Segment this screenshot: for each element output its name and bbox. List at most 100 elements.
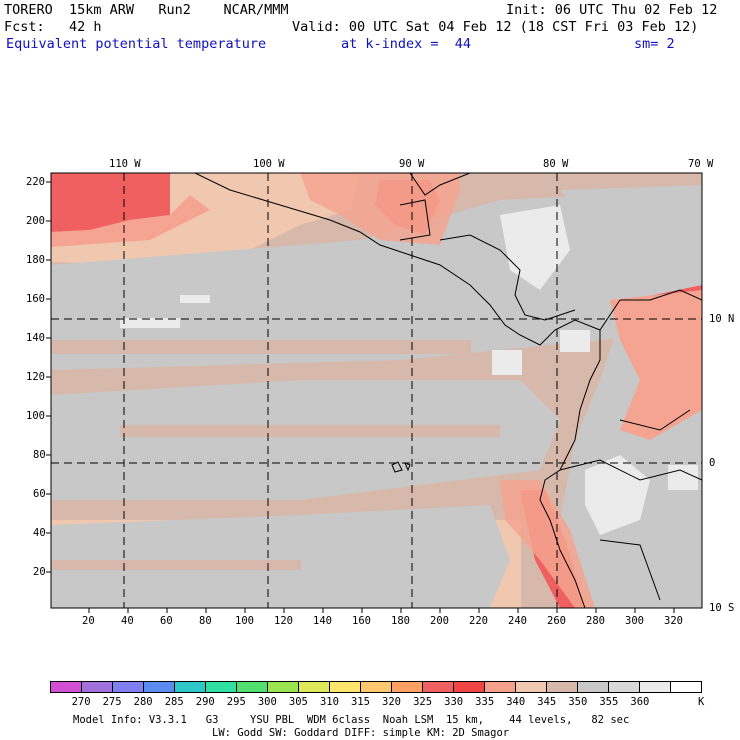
shade-345-stripe2 <box>120 425 500 437</box>
y-tick-marks <box>46 181 51 573</box>
y-tick-label: 100 <box>26 410 45 422</box>
colorbar-swatch <box>361 682 392 692</box>
shade-355-centralam <box>500 205 570 290</box>
colorbar-swatch <box>423 682 454 692</box>
lat-label-0: 0 <box>709 457 716 469</box>
colorbar-swatch <box>330 682 361 692</box>
colorbar-label: 330 <box>444 696 464 708</box>
x-tick-label: 280 <box>586 615 605 627</box>
init-time: Init: 06 UTC Thu 02 Feb 12 <box>506 2 718 18</box>
coast-caribbean <box>439 234 576 321</box>
shade-355-amazon <box>585 455 650 535</box>
x-tick-label: 260 <box>547 615 566 627</box>
shade-355-spot3 <box>492 350 522 375</box>
shade-320-peru <box>500 480 595 608</box>
colorbar-swatch <box>609 682 640 692</box>
colorbar-label: 275 <box>102 696 122 708</box>
colorbar-unit: K <box>698 696 705 708</box>
shade-345-stripe3 <box>51 560 301 570</box>
colorbar-swatch <box>516 682 547 692</box>
x-tick-label: 40 <box>121 615 134 627</box>
colorbar-swatch <box>547 682 578 692</box>
x-tick-label: 320 <box>664 615 683 627</box>
y-tick-label: 180 <box>26 254 45 266</box>
coast-mexico <box>194 173 621 346</box>
shade-350-band3 <box>51 505 510 608</box>
lat-label-10n: 10 N <box>709 313 735 325</box>
x-tick-marks <box>88 608 675 613</box>
colorbar-label: 295 <box>226 696 246 708</box>
x-tick-label: 20 <box>82 615 95 627</box>
colorbar-label: 355 <box>599 696 619 708</box>
border-sa3 <box>599 539 661 601</box>
x-tick-label: 200 <box>430 615 449 627</box>
y-tick-label: 80 <box>33 449 46 461</box>
shade-355-spot1 <box>180 295 210 303</box>
colorbar-swatch <box>237 682 268 692</box>
colorbar-label: 290 <box>195 696 215 708</box>
colorbar-label: 320 <box>382 696 401 708</box>
colorbar-label: 325 <box>413 696 433 708</box>
colorbar-label: 305 <box>288 696 308 708</box>
shade-330-nw <box>51 173 170 232</box>
lon-label-100w: 100 W <box>253 158 285 170</box>
forecast-hour: Fcst: 42 h <box>4 19 102 35</box>
colorbar-label: 350 <box>568 696 588 708</box>
colorbar-label: 360 <box>630 696 650 708</box>
shade-320-ecoast <box>610 290 702 440</box>
y-tick-label: 160 <box>26 293 45 305</box>
y-tick-label: 200 <box>26 215 45 227</box>
colorbar-swatch <box>144 682 175 692</box>
shade-320-mexico <box>300 173 460 245</box>
lon-label-80w: 80 W <box>543 158 569 170</box>
colorbar-swatch <box>578 682 609 692</box>
y-tick-label: 120 <box>26 371 45 383</box>
colorbar-swatch <box>392 682 423 692</box>
level-index: at k-index = 44 <box>341 36 472 52</box>
colorbar <box>50 681 702 693</box>
y-tick-label: 60 <box>33 488 46 500</box>
colorbar-swatch <box>51 682 82 692</box>
colorbar-swatch <box>485 682 516 692</box>
x-tick-label: 180 <box>391 615 410 627</box>
y-tick-label: 40 <box>33 527 46 539</box>
coast-colombia <box>539 330 601 608</box>
x-tick-label: 140 <box>313 615 332 627</box>
shade-355-spot5 <box>668 465 698 490</box>
model-info-line1: Model Info: V3.3.1 G3 YSU PBL WDM 6class… <box>73 714 630 726</box>
colorbar-swatch <box>268 682 299 692</box>
colorbar-swatch <box>640 682 671 692</box>
colorbar-label: 335 <box>475 696 495 708</box>
colorbar-label: 300 <box>257 696 277 708</box>
x-tick-label: 100 <box>235 615 254 627</box>
colorbar-label: 270 <box>71 696 91 708</box>
coast-yucatan <box>409 173 471 196</box>
colorbar-swatch <box>454 682 485 692</box>
colorbar-swatch <box>82 682 113 692</box>
x-tick-label: 160 <box>352 615 371 627</box>
border-sa2 <box>619 409 691 431</box>
valid-time: Valid: 00 UTC Sat 04 Feb 12 (18 CST Fri … <box>292 19 699 35</box>
lon-label-110w: 110 W <box>109 158 141 170</box>
lon-label-70w: 70 W <box>688 158 714 170</box>
colorbar-swatch <box>299 682 330 692</box>
smoothing: sm= 2 <box>634 36 675 52</box>
colorbar-swatch <box>175 682 206 692</box>
y-tick-label: 140 <box>26 332 45 344</box>
colorbar-label: 310 <box>319 696 339 708</box>
field-name: Equivalent potential temperature <box>6 36 267 52</box>
coast-venezuela <box>620 289 702 301</box>
lat-lon-grid <box>51 173 702 608</box>
shade-355-spot2 <box>120 318 180 328</box>
shade-350-band2 <box>51 380 560 500</box>
colorbar-label: 285 <box>164 696 184 708</box>
colorbar-label: 315 <box>350 696 370 708</box>
colorbar-label: 345 <box>537 696 557 708</box>
x-tick-label: 240 <box>508 615 527 627</box>
colorbar-swatch <box>206 682 237 692</box>
y-tick-label: 20 <box>33 566 46 578</box>
lat-label-10s: 10 S <box>709 602 735 614</box>
x-tick-label: 80 <box>199 615 212 627</box>
field-shading <box>51 173 702 608</box>
